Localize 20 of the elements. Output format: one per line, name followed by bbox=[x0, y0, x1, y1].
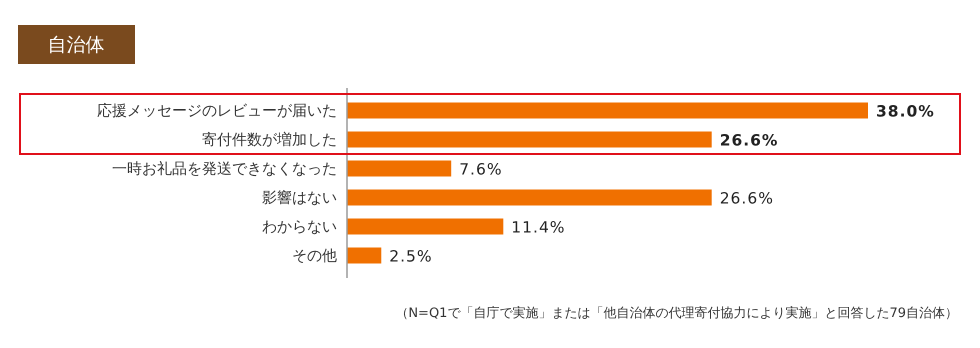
data-label: 38.0% bbox=[876, 102, 935, 120]
data-label: 26.6% bbox=[720, 190, 774, 208]
bar bbox=[347, 248, 382, 264]
y-tick-label: わからない bbox=[262, 218, 337, 236]
y-tick-label: 寄付件数が増加した bbox=[202, 130, 337, 148]
text: 自治体 bbox=[48, 34, 104, 56]
data-label: 11.4% bbox=[511, 218, 566, 236]
bar bbox=[347, 102, 868, 118]
data-label: 26.6% bbox=[720, 132, 778, 150]
bar bbox=[347, 160, 452, 176]
y-tick-label: その他 bbox=[292, 246, 337, 264]
bar bbox=[347, 218, 504, 234]
bar bbox=[347, 190, 712, 206]
text: （N=Q1で「自庁で実施」または「他自治体の代理寄付協力により実施」と回答した79自治体） bbox=[395, 305, 958, 321]
y-tick-label: 応援メッセージのレビューが届いた bbox=[97, 102, 337, 120]
data-label: 7.6% bbox=[459, 160, 503, 178]
y-tick-label: 影響はない bbox=[262, 188, 337, 206]
y-tick-label: 一時お礼品を発送できなくなった bbox=[112, 160, 337, 178]
bar bbox=[347, 132, 712, 148]
data-label: 2.5% bbox=[389, 248, 433, 266]
